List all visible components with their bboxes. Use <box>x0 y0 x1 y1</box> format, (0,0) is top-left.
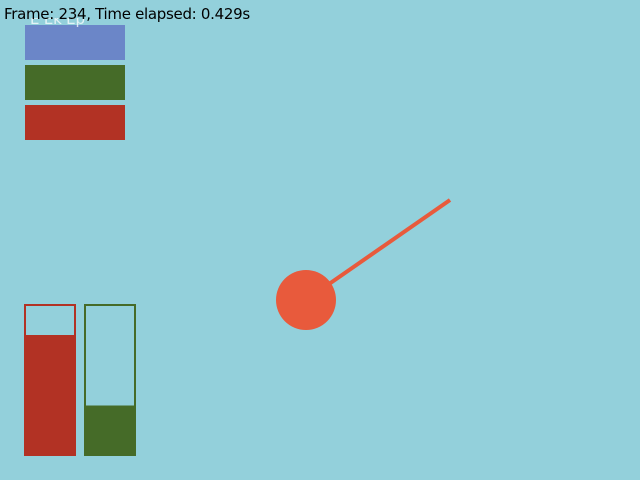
kinetic-energy-bar <box>84 304 136 456</box>
kinetic-energy-bar-fill <box>85 405 135 455</box>
legend-label: E Ek Ep <box>30 10 85 28</box>
legend-swatch-total-energy <box>25 25 125 60</box>
potential-energy-bar-fill <box>25 335 75 455</box>
potential-energy-bar <box>24 304 76 456</box>
frame-status-text: Frame: 234, Time elapsed: 0.429s <box>4 5 250 23</box>
pendulum-bob[interactable] <box>276 270 336 330</box>
legend-swatch-potential-energy <box>25 105 125 140</box>
legend-swatch-kinetic-energy <box>25 65 125 100</box>
